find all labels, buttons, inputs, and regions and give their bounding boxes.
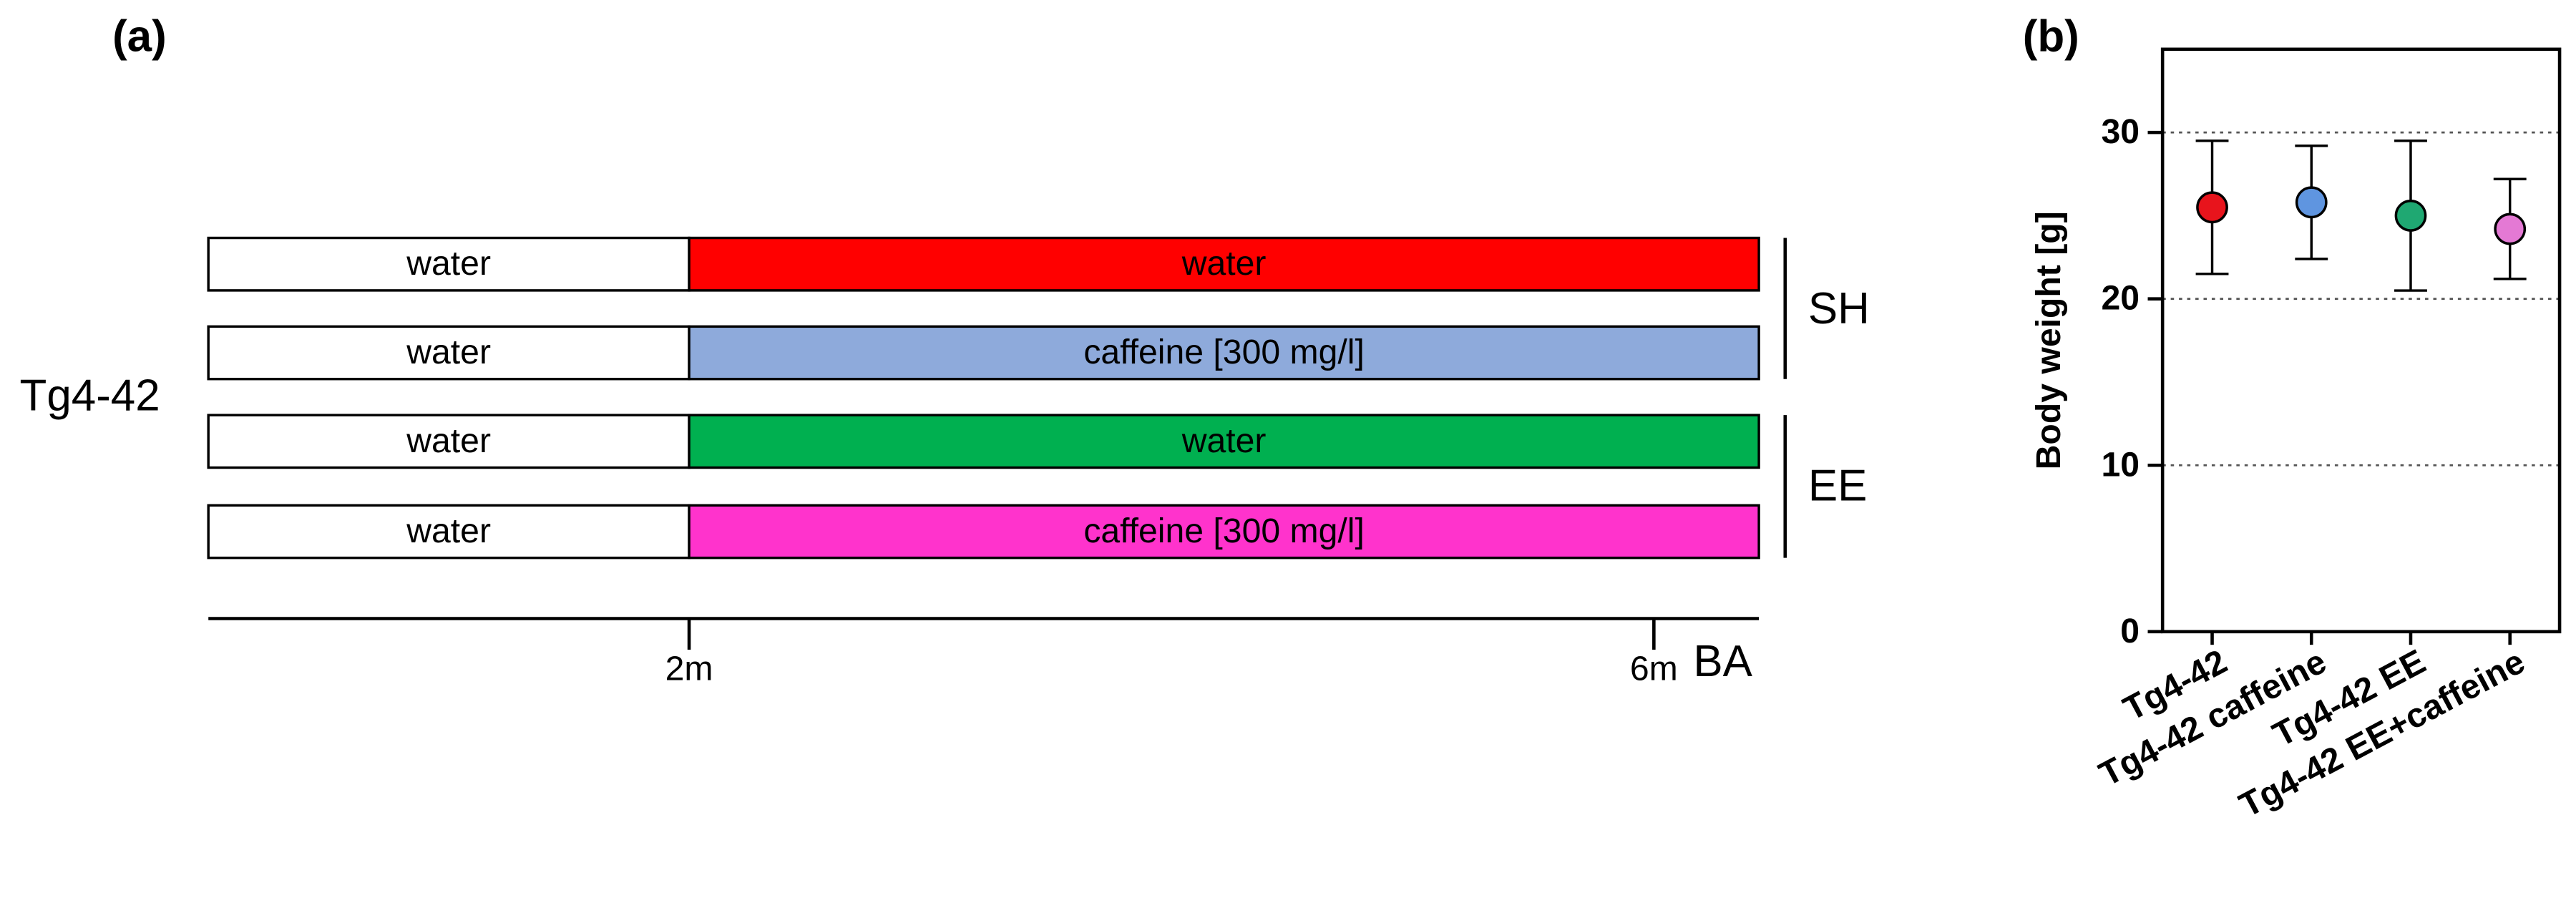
treatment-label: caffeine [300 mg/l] xyxy=(1083,512,1365,550)
phase-box xyxy=(207,414,691,469)
treatment-label: water xyxy=(1181,421,1267,460)
plot-frame xyxy=(2160,47,2562,634)
timeline-end: BA xyxy=(1693,637,1752,686)
treatment-box xyxy=(688,504,1760,560)
phase-label: water xyxy=(406,244,491,283)
y-axis-label: Body weight [g] xyxy=(2029,211,2068,469)
y-tick-label: 0 xyxy=(2120,612,2140,650)
dot xyxy=(2295,186,2328,219)
y-tick-label: 10 xyxy=(2102,445,2140,484)
panel-label: (a) xyxy=(112,11,167,61)
group-label: Tg4-42 xyxy=(20,371,160,421)
dot xyxy=(2494,213,2527,245)
treatment-box xyxy=(688,236,1760,292)
panel-label: (b) xyxy=(2023,11,2079,61)
y-tick-label: 30 xyxy=(2102,112,2140,151)
timeline-label: 6m xyxy=(1630,650,1678,688)
treatment-box xyxy=(688,414,1760,469)
dot xyxy=(2196,191,2228,224)
treatment-label: water xyxy=(1181,244,1267,283)
phase-box xyxy=(207,325,691,381)
phase-label: water xyxy=(406,421,491,460)
treatment-label: caffeine [300 mg/l] xyxy=(1083,333,1365,371)
phase-label: water xyxy=(406,333,491,371)
dot xyxy=(2394,200,2427,232)
phase-box xyxy=(207,236,691,292)
bracket-label: SH xyxy=(1808,284,1870,333)
timeline-label: 2m xyxy=(665,650,713,688)
phase-label: water xyxy=(406,512,491,550)
phase-box xyxy=(207,504,691,560)
bracket-label: EE xyxy=(1808,462,1868,511)
y-tick-label: 20 xyxy=(2102,279,2140,318)
treatment-box xyxy=(688,325,1760,381)
